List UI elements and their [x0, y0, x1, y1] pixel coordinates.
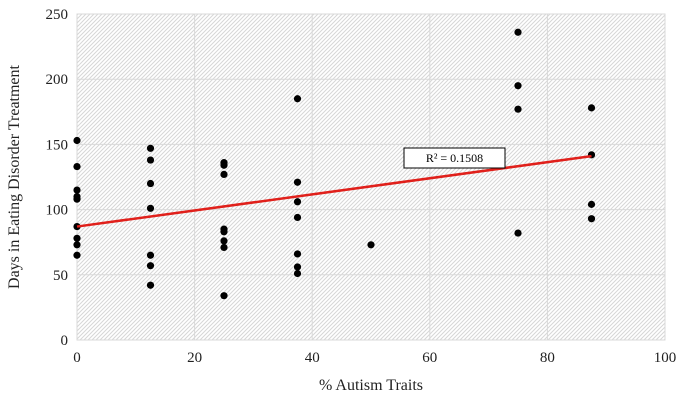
x-tick-label: 80 [540, 350, 555, 366]
data-point [146, 204, 155, 212]
y-tick-label: 100 [46, 203, 69, 219]
data-point [587, 200, 596, 208]
data-point [146, 156, 155, 164]
data-point [73, 251, 81, 259]
data-point [293, 198, 302, 206]
y-tick-label: 50 [53, 268, 68, 284]
x-tick-label: 60 [422, 350, 437, 366]
plot-area [76, 13, 666, 341]
data-point [146, 179, 155, 188]
data-point [293, 250, 302, 258]
r-squared-label: R² = 0.1508 [426, 151, 483, 165]
data-point [73, 186, 81, 194]
x-tick-label: 0 [73, 350, 81, 366]
data-point [220, 292, 228, 300]
trendline [76, 154, 592, 228]
y-axis-title: Days in Eating Disorder Treatment [6, 64, 23, 289]
y-tick-labels: 0 50 100 150 200 250 [46, 7, 69, 349]
data-point [73, 162, 81, 171]
data-point [220, 237, 228, 245]
data-point [514, 105, 522, 113]
data-point [293, 213, 302, 222]
r-squared-annotation: R² = 0.1508 [403, 147, 506, 169]
data-point [146, 281, 155, 289]
data-point [220, 170, 228, 178]
data-point [73, 136, 81, 145]
data-point [146, 144, 155, 152]
data-points [73, 28, 596, 300]
data-point [73, 241, 81, 249]
data-point [587, 104, 596, 112]
data-point [73, 234, 81, 242]
y-tick-label: 200 [46, 72, 69, 88]
x-tick-label: 100 [654, 350, 677, 366]
data-point [220, 161, 228, 169]
data-point [293, 178, 302, 186]
x-tick-label: 40 [305, 350, 320, 366]
data-point [293, 263, 302, 271]
x-tick-label: 20 [187, 350, 202, 366]
x-axis-title: % Autism Traits [319, 377, 423, 394]
data-point [587, 215, 596, 223]
data-point [146, 251, 155, 259]
data-point [293, 269, 302, 278]
y-tick-label: 0 [61, 333, 69, 349]
y-tick-label: 250 [46, 7, 69, 23]
r-squared-box [403, 147, 506, 169]
data-point [367, 241, 375, 249]
data-point [220, 243, 228, 252]
data-point [514, 28, 522, 36]
data-point [146, 262, 155, 270]
y-tick-label: 150 [46, 137, 69, 153]
data-point [514, 229, 522, 237]
data-point [220, 228, 228, 236]
data-point [514, 82, 522, 90]
gridlines [76, 13, 666, 341]
x-tick-labels: 0 20 40 60 80 100 [73, 350, 676, 366]
data-point [293, 95, 302, 103]
data-point [73, 195, 81, 203]
